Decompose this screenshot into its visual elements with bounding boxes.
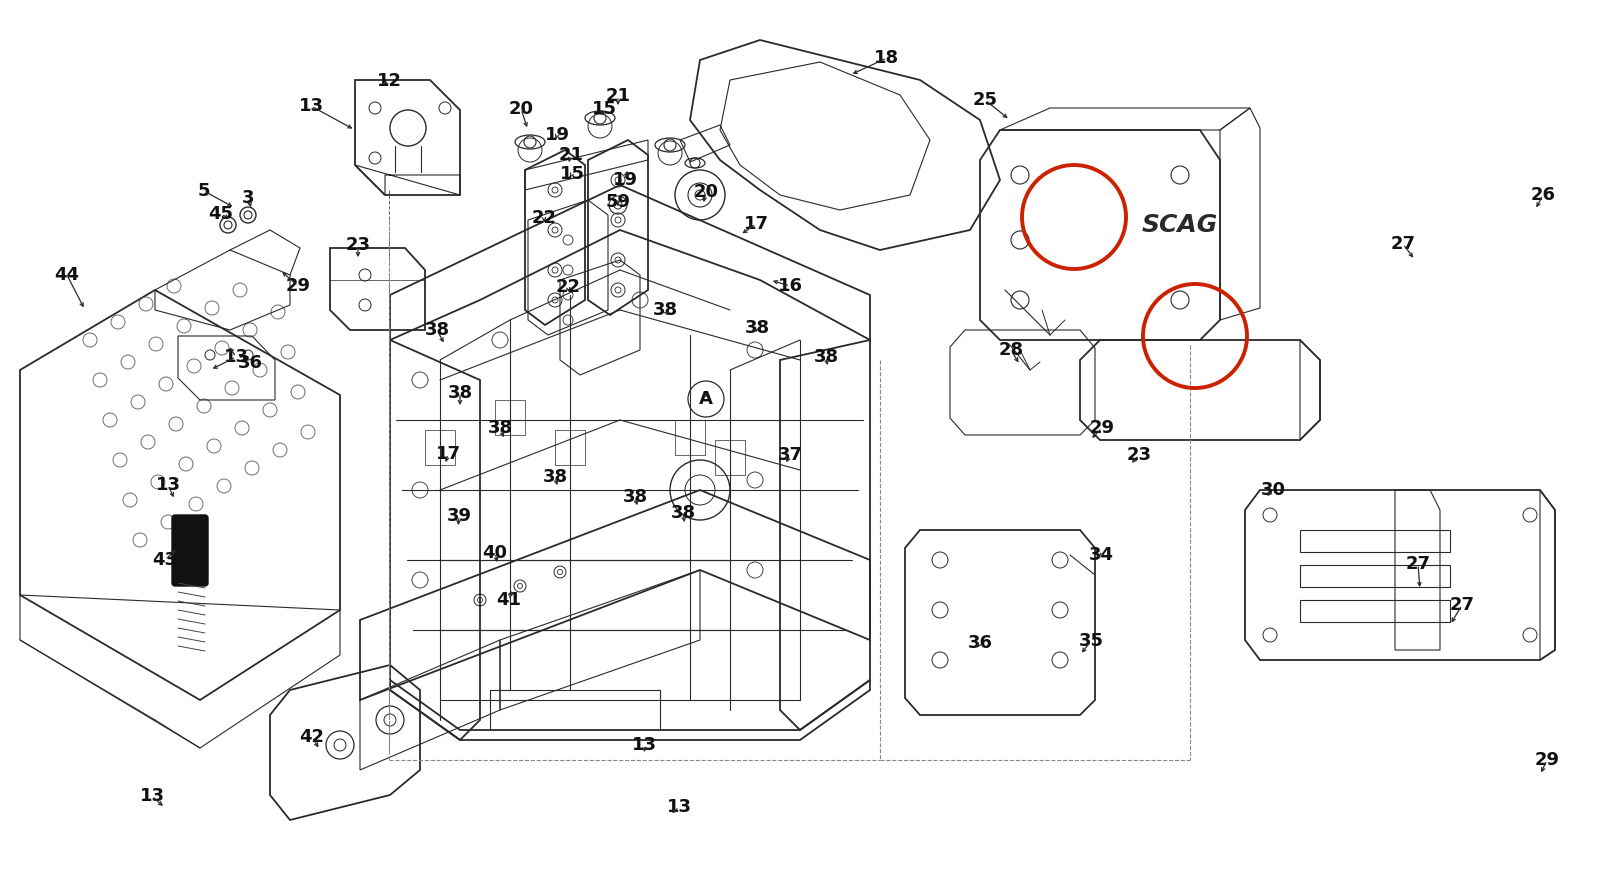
Text: 23: 23 <box>1126 446 1152 464</box>
Text: 43: 43 <box>152 551 178 569</box>
Text: 38: 38 <box>488 419 512 437</box>
Text: 20: 20 <box>693 183 718 201</box>
Text: 37: 37 <box>778 446 803 464</box>
Text: 13: 13 <box>224 348 248 366</box>
Text: 27: 27 <box>1450 596 1475 614</box>
Text: 13: 13 <box>299 97 323 115</box>
Text: 38: 38 <box>813 348 838 366</box>
Text: 12: 12 <box>376 72 402 90</box>
Text: 38: 38 <box>622 488 648 506</box>
Text: 25: 25 <box>973 91 997 109</box>
Text: 5: 5 <box>198 182 210 200</box>
Text: 23: 23 <box>346 236 371 254</box>
Text: 27: 27 <box>1405 555 1430 573</box>
Text: 29: 29 <box>285 277 310 295</box>
Text: 17: 17 <box>435 445 461 463</box>
Text: 38: 38 <box>744 319 770 337</box>
Text: 22: 22 <box>531 209 557 227</box>
Text: 19: 19 <box>544 126 570 144</box>
Text: 35: 35 <box>1078 632 1104 650</box>
Text: 15: 15 <box>592 100 616 118</box>
Text: 38: 38 <box>448 384 472 402</box>
Text: 36: 36 <box>237 354 262 372</box>
Text: 59: 59 <box>605 193 630 211</box>
Text: 29: 29 <box>1090 419 1115 437</box>
Text: 36: 36 <box>968 634 992 652</box>
Text: A: A <box>699 390 714 408</box>
Text: 38: 38 <box>670 504 696 522</box>
Text: 45: 45 <box>208 205 234 223</box>
Text: 21: 21 <box>605 87 630 105</box>
Text: 38: 38 <box>653 301 677 319</box>
Text: 30: 30 <box>1261 481 1285 499</box>
Text: 17: 17 <box>744 215 768 233</box>
Text: 41: 41 <box>496 591 522 609</box>
Text: 38: 38 <box>424 321 450 339</box>
Text: 19: 19 <box>613 171 637 189</box>
Text: 44: 44 <box>54 266 80 284</box>
Text: 39: 39 <box>446 507 472 525</box>
Text: 13: 13 <box>667 798 691 816</box>
Text: 15: 15 <box>560 165 584 183</box>
Text: 29: 29 <box>1534 751 1560 769</box>
Text: 38: 38 <box>542 468 568 486</box>
Text: 21: 21 <box>558 146 584 164</box>
FancyBboxPatch shape <box>173 515 208 586</box>
Text: 16: 16 <box>778 277 803 295</box>
Text: 13: 13 <box>155 476 181 494</box>
Text: 13: 13 <box>139 787 165 805</box>
Text: SCAG: SCAG <box>1142 213 1218 237</box>
Text: 40: 40 <box>483 544 507 562</box>
Text: 22: 22 <box>555 278 581 296</box>
Text: 18: 18 <box>875 49 899 67</box>
Text: 27: 27 <box>1390 235 1416 253</box>
Text: 34: 34 <box>1088 546 1114 564</box>
Text: 28: 28 <box>998 341 1024 359</box>
Text: 20: 20 <box>509 100 533 118</box>
Text: 13: 13 <box>632 736 656 754</box>
Text: 3: 3 <box>242 189 254 207</box>
Text: 42: 42 <box>299 728 325 746</box>
Text: 26: 26 <box>1531 186 1555 204</box>
